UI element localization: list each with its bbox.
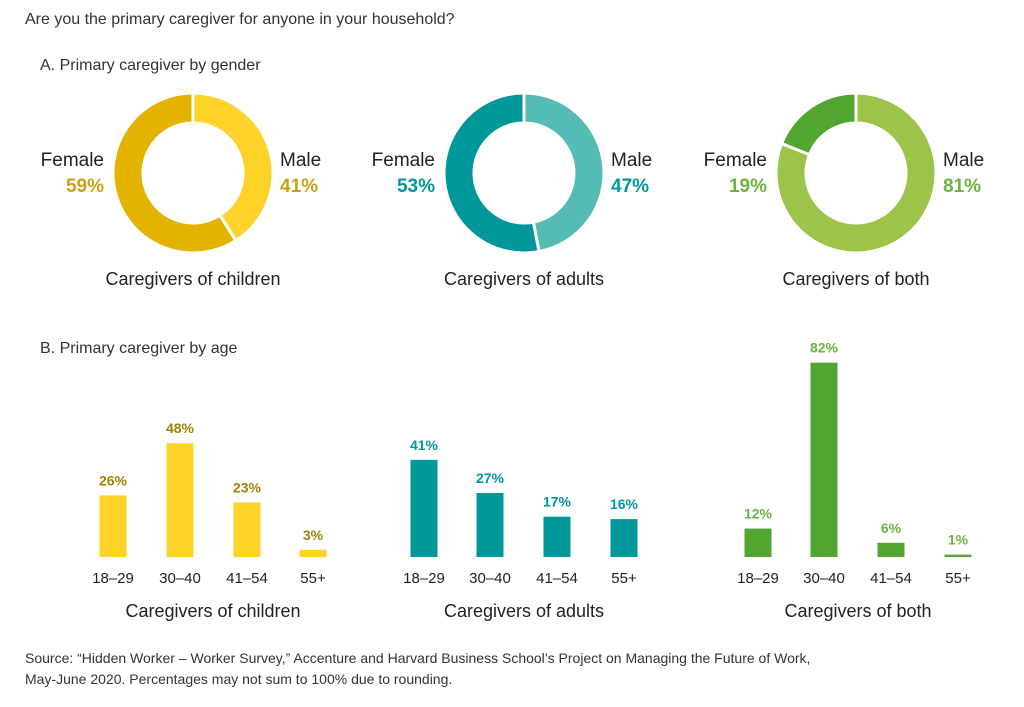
question-title: Are you the primary caregiver for anyone… — [25, 11, 455, 28]
bar-value-label: 27% — [476, 470, 505, 486]
x-tick-label: 41–54 — [226, 570, 268, 587]
female-percent: 59% — [66, 176, 104, 197]
female-label: Female — [704, 150, 767, 171]
bar-value-label: 23% — [233, 479, 262, 495]
bar — [744, 528, 772, 557]
x-tick-label: 55+ — [945, 570, 971, 587]
bar — [299, 549, 327, 557]
donut-title: Caregivers of both — [782, 269, 929, 289]
x-tick-label: 30–40 — [159, 570, 201, 587]
bar-value-label: 48% — [166, 420, 195, 436]
bar-value-label: 41% — [410, 437, 439, 453]
female-percent: 53% — [397, 176, 435, 197]
female-label: Female — [41, 150, 104, 171]
bar — [810, 362, 838, 557]
footnote-line-1: Source: “Hidden Worker – Worker Survey,”… — [25, 650, 811, 666]
x-tick-label: 41–54 — [536, 570, 578, 587]
male-percent: 47% — [611, 176, 649, 197]
male-percent: 81% — [943, 176, 981, 197]
bar — [233, 502, 261, 557]
bar-chart-title: Caregivers of adults — [444, 601, 604, 621]
footnote-line-2: May-June 2020. Percentages may not sum t… — [25, 671, 453, 687]
bar-value-label: 1% — [948, 532, 969, 548]
bar — [877, 542, 905, 557]
bar-value-label: 12% — [744, 506, 773, 522]
bar-value-label: 26% — [99, 472, 128, 488]
bar — [610, 519, 638, 557]
x-tick-label: 18–29 — [737, 570, 779, 587]
bar-value-label: 16% — [610, 496, 639, 512]
bar — [476, 493, 504, 557]
bar-value-label: 6% — [881, 520, 902, 536]
x-tick-label: 30–40 — [803, 570, 845, 587]
bar — [99, 495, 127, 557]
bar — [543, 516, 571, 557]
bar — [410, 459, 438, 557]
donut-slice-male — [191, 91, 275, 243]
bar — [944, 554, 972, 557]
donut-slice-male — [522, 91, 606, 254]
x-tick-label: 55+ — [300, 570, 326, 587]
section-b-title: B. Primary caregiver by age — [40, 340, 238, 357]
bar-value-label: 3% — [303, 527, 324, 543]
male-percent: 41% — [280, 176, 318, 197]
male-label: Male — [611, 150, 652, 171]
section-a-title: A. Primary caregiver by gender — [40, 57, 261, 74]
donut-slice-female — [111, 91, 238, 255]
x-tick-label: 41–54 — [870, 570, 912, 587]
x-tick-label: 18–29 — [92, 570, 134, 587]
bar-value-label: 17% — [543, 494, 572, 510]
donut-slice-male — [774, 91, 938, 255]
male-label: Male — [280, 150, 321, 171]
x-tick-label: 18–29 — [403, 570, 445, 587]
source-footnote: Source: “Hidden Worker – Worker Survey,”… — [25, 648, 810, 690]
female-label: Female — [372, 150, 435, 171]
x-tick-label: 30–40 — [469, 570, 511, 587]
donut-title: Caregivers of adults — [444, 269, 604, 289]
bar — [166, 443, 194, 557]
donut-title: Caregivers of children — [105, 269, 280, 289]
donut-slice-female — [442, 91, 541, 255]
female-percent: 19% — [729, 176, 767, 197]
bar-chart-title: Caregivers of both — [784, 601, 931, 621]
bar-chart-title: Caregivers of children — [125, 601, 300, 621]
bar-value-label: 82% — [810, 340, 839, 356]
x-tick-label: 55+ — [611, 570, 637, 587]
male-label: Male — [943, 150, 984, 171]
donut-slice-female — [779, 91, 858, 157]
